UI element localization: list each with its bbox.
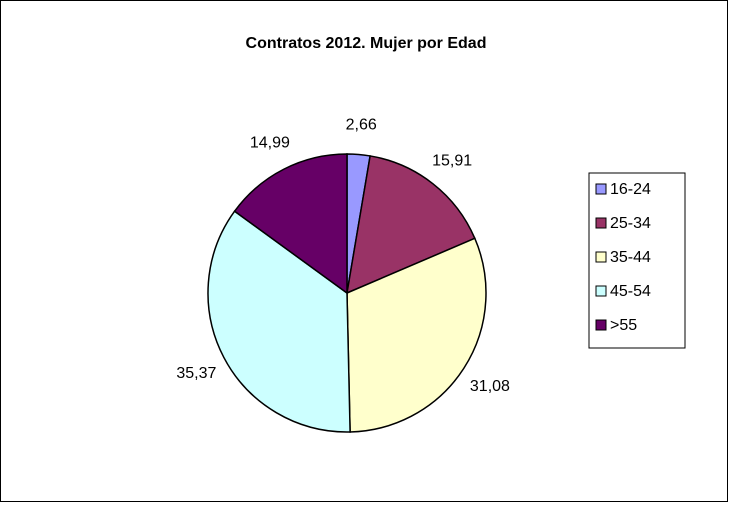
pie-slice-55 bbox=[233, 153, 348, 295]
legend-label: 45-54 bbox=[610, 283, 651, 300]
data-label: 2,66 bbox=[346, 117, 377, 134]
legend-swatch bbox=[595, 251, 607, 263]
data-label: 31,08 bbox=[470, 378, 510, 395]
legend-swatch bbox=[595, 319, 607, 331]
legend: 16-24 25-34 35-44 45-54 >55 bbox=[588, 172, 686, 349]
legend-swatch bbox=[595, 285, 607, 297]
chart-title: Contratos 2012. Mujer por Edad bbox=[246, 35, 487, 52]
data-label: 35,37 bbox=[176, 365, 216, 382]
pie-slice-2534 bbox=[346, 155, 476, 295]
legend-label: >55 bbox=[610, 317, 637, 334]
legend-swatch bbox=[595, 217, 607, 229]
data-label: 15,91 bbox=[432, 152, 472, 169]
legend-swatch bbox=[595, 183, 607, 195]
data-label: 14,99 bbox=[250, 135, 290, 152]
data-labels: 2,66 15,91 31,08 35,37 14,99 bbox=[176, 117, 510, 395]
pie-slices bbox=[207, 153, 487, 433]
pie-slice-3544 bbox=[346, 237, 487, 433]
pie-slice-4554 bbox=[207, 210, 351, 433]
legend-label: 35-44 bbox=[610, 249, 651, 266]
legend-label: 16-24 bbox=[610, 181, 651, 198]
legend-label: 25-34 bbox=[610, 215, 651, 232]
